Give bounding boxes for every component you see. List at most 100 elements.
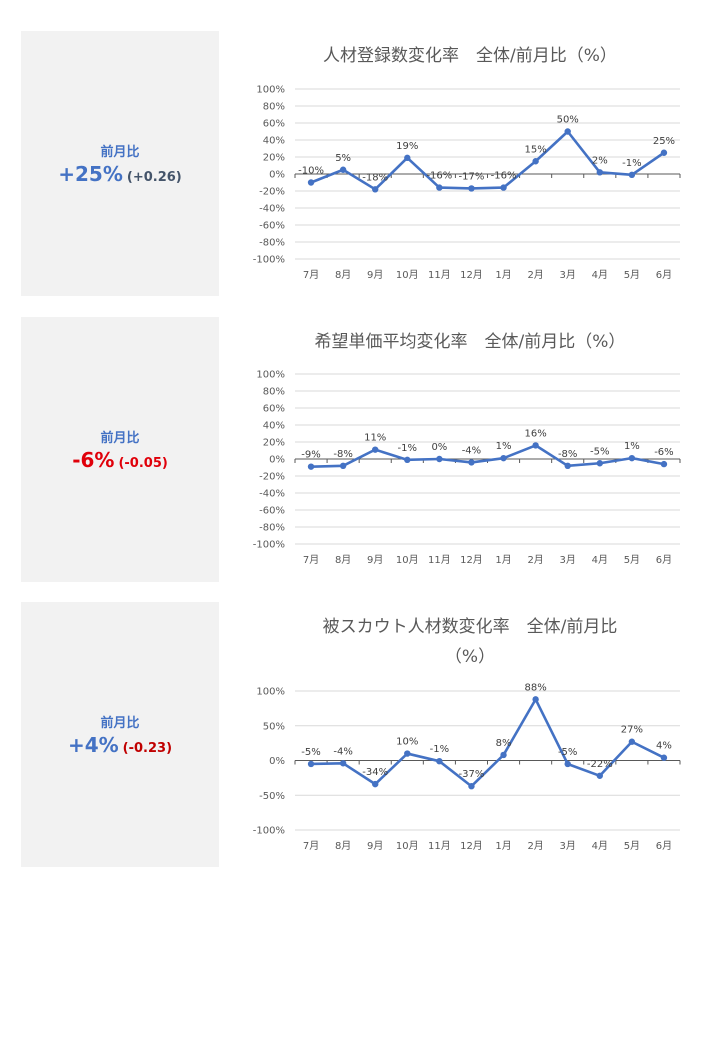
y-tick-label: 80% [263, 102, 285, 113]
stat-label: 前月比 [100, 431, 140, 446]
data-label: -8% [333, 449, 352, 460]
x-tick-label: 4月 [592, 554, 608, 566]
line-chart-svg: 100% 80% 60% 40% 20% 0% -20% -40% -60% -80% -100% 7… [253, 85, 681, 281]
data-label: 19% [396, 141, 418, 152]
y-tick-label: 20% [263, 438, 285, 449]
y-tick-label: -20% [259, 187, 285, 198]
data-label: 50% [557, 115, 579, 126]
y-tick-label: -60% [259, 506, 285, 517]
data-label: -34% [362, 767, 388, 778]
stat-main-value: -6% [72, 448, 115, 472]
data-point [532, 158, 539, 165]
chart-title: 人材登録数変化率 全体/前月比（%） [230, 41, 710, 71]
data-point [404, 456, 411, 464]
data-point [628, 171, 636, 179]
x-tick-label: 7月 [303, 840, 319, 852]
chart-title-line: （%） [444, 647, 496, 667]
y-tick-label: 100% [256, 85, 285, 96]
y-tick-label: -50% [259, 791, 285, 802]
x-tick-label: 5月 [624, 554, 640, 566]
y-tick-label: 20% [263, 153, 285, 164]
data-label: 11% [364, 433, 386, 444]
y-tick-label: -80% [259, 238, 285, 249]
data-point [660, 149, 668, 156]
data-label: -16% [426, 171, 452, 182]
chart-registrations: 人材登録数変化率 全体/前月比（%） 100% 80% 60% 40% 20% 0% -20… [230, 40, 710, 315]
data-label: 2% [592, 155, 608, 166]
data-point [307, 760, 315, 768]
x-tick-label: 9月 [367, 269, 383, 281]
x-tick-label: 12月 [460, 269, 483, 281]
x-tick-label: 12月 [460, 554, 483, 566]
data-label: 1% [496, 441, 512, 452]
x-tick-label: 5月 [624, 269, 640, 281]
chart-scouted: 被スカウト人材数変化率 全体/前月比 （%） 100% 50% 0% -50% -100… [230, 612, 710, 887]
data-label: 4% [656, 741, 672, 752]
data-point [468, 459, 475, 466]
data-label: 0% [431, 442, 447, 453]
data-point [307, 179, 315, 186]
data-label: -5% [301, 747, 320, 758]
y-tick-label: -40% [259, 204, 285, 215]
y-tick-label: 0% [269, 756, 285, 767]
x-tick-label: 8月 [335, 840, 351, 852]
data-label: -22% [587, 759, 613, 770]
data-label: 10% [396, 737, 418, 748]
x-tick-label: 11月 [428, 554, 451, 566]
y-tick-label: 100% [256, 370, 285, 381]
data-label: 27% [621, 725, 643, 736]
data-point [596, 169, 603, 176]
y-tick-label: 60% [263, 404, 285, 415]
data-point [436, 184, 443, 191]
data-label: -6% [654, 447, 673, 458]
data-point [628, 738, 636, 745]
x-tick-label: 1月 [495, 840, 511, 852]
data-point [500, 454, 507, 462]
data-label: -1% [622, 158, 641, 169]
data-point [564, 128, 571, 135]
chart-title-line: 人材登録数変化率 全体/前月比（%） [323, 46, 617, 66]
data-label: -37% [459, 769, 485, 780]
y-tick-label: -100% [253, 826, 285, 837]
data-label: -8% [558, 449, 577, 460]
x-tick-label: 4月 [592, 269, 608, 281]
y-tick-label: 100% [256, 687, 285, 698]
stat-card-registrations: 前月比 +25% (+0.26) [21, 31, 219, 296]
y-tick-label: -20% [259, 472, 285, 483]
line-chart-svg: 100% 50% 0% -50% -100% 7月 8月 9月 10月 11月 12月 1月 2月 3月 4… [253, 682, 681, 852]
data-point [628, 454, 636, 462]
data-label: 88% [525, 682, 547, 693]
chart-title-line: 希望単価平均変化率 全体/前月比（%） [314, 332, 626, 352]
y-tick-label: 50% [263, 721, 285, 732]
series-line [311, 698, 665, 788]
stat-card-unit-price: 前月比 -6% (-0.05) [21, 317, 219, 582]
data-point [532, 442, 539, 449]
chart-title: 被スカウト人材数変化率 全体/前月比 （%） [230, 612, 710, 672]
x-tick-label: 3月 [560, 840, 576, 852]
y-tick-label: -40% [259, 489, 285, 500]
data-point [596, 772, 603, 779]
data-label: -9% [301, 450, 320, 461]
stat-sub-value: (-0.05) [118, 456, 168, 471]
data-label: 8% [496, 738, 512, 749]
stat-label: 前月比 [100, 716, 140, 731]
data-label: -18% [362, 172, 388, 183]
x-tick-label: 6月 [656, 554, 672, 566]
y-tick-label: 0% [269, 455, 285, 466]
series-line [311, 444, 665, 468]
x-tick-label: 3月 [560, 554, 576, 566]
data-point [339, 166, 347, 173]
y-tick-label: 80% [263, 387, 285, 398]
data-point [372, 186, 379, 193]
data-point [500, 184, 507, 191]
data-point [339, 462, 347, 469]
x-tick-label: 12月 [460, 840, 483, 852]
data-point [436, 455, 443, 463]
chart-title-line: 被スカウト人材数変化率 全体/前月比 [322, 617, 618, 637]
x-tick-label: 2月 [527, 840, 543, 852]
x-tick-label: 8月 [335, 554, 351, 566]
data-point [372, 780, 379, 788]
data-point [339, 760, 347, 767]
data-label: -1% [398, 443, 417, 454]
data-label: 15% [525, 144, 547, 155]
